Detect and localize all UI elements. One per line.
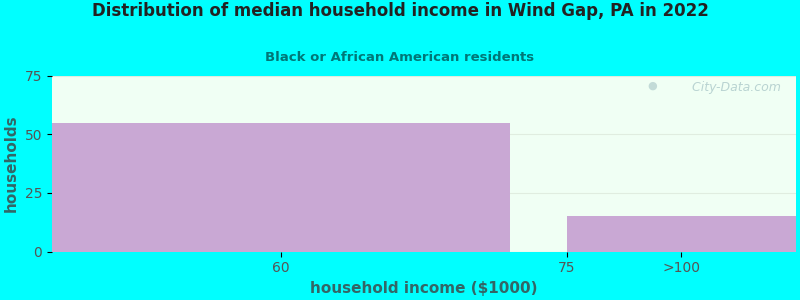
- Text: City-Data.com: City-Data.com: [684, 81, 781, 94]
- Bar: [567, 216, 796, 252]
- Text: Distribution of median household income in Wind Gap, PA in 2022: Distribution of median household income …: [91, 2, 709, 20]
- Y-axis label: households: households: [4, 115, 19, 212]
- Text: ●: ●: [647, 81, 657, 91]
- Bar: [52, 123, 510, 252]
- Text: Black or African American residents: Black or African American residents: [266, 51, 534, 64]
- X-axis label: household income ($1000): household income ($1000): [310, 281, 538, 296]
